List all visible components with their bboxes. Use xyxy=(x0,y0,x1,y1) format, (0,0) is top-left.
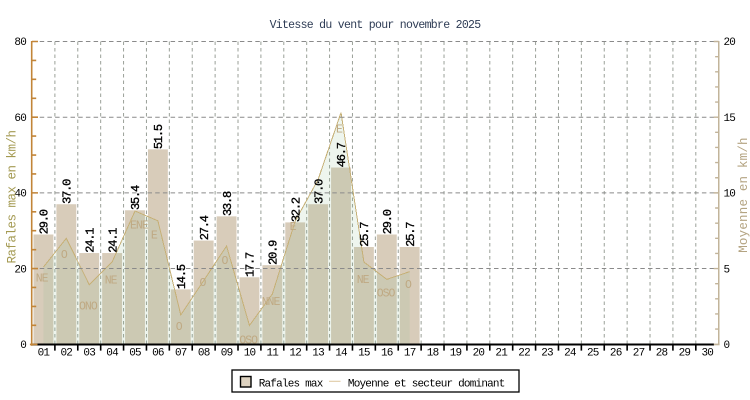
svg-text:23: 23 xyxy=(541,347,553,359)
svg-text:60: 60 xyxy=(14,113,26,125)
svg-text:40: 40 xyxy=(14,189,26,201)
svg-text:22: 22 xyxy=(518,347,530,359)
svg-text:05: 05 xyxy=(129,347,141,359)
svg-text:26: 26 xyxy=(610,347,622,359)
svg-text:ONO: ONO xyxy=(79,301,98,314)
svg-text:NE: NE xyxy=(357,274,370,287)
svg-text:27: 27 xyxy=(633,347,645,359)
svg-text:37.0: 37.0 xyxy=(312,179,326,204)
svg-text:14.5: 14.5 xyxy=(175,264,189,289)
svg-text:Vitesse du vent pour novembre: Vitesse du vent pour novembre 2025 xyxy=(270,19,482,32)
svg-text:OSO: OSO xyxy=(377,287,396,300)
svg-text:17: 17 xyxy=(404,347,416,359)
svg-text:O: O xyxy=(200,277,207,290)
svg-text:12: 12 xyxy=(289,347,301,359)
svg-text:10: 10 xyxy=(244,347,256,359)
svg-text:E: E xyxy=(336,123,343,136)
svg-text:14: 14 xyxy=(335,347,348,359)
svg-text:29.0: 29.0 xyxy=(38,209,52,234)
svg-text:Moyenne en km/h: Moyenne en km/h xyxy=(737,137,750,253)
svg-text:Rafales max en km/h: Rafales max en km/h xyxy=(6,130,20,263)
svg-text:04: 04 xyxy=(106,347,119,359)
svg-text:25.7: 25.7 xyxy=(404,222,418,247)
svg-text:20: 20 xyxy=(14,264,26,276)
svg-text:5: 5 xyxy=(724,264,730,276)
svg-text:OSO: OSO xyxy=(239,335,258,348)
svg-text:O: O xyxy=(221,255,228,268)
svg-text:16: 16 xyxy=(381,347,393,359)
svg-text:Moyenne et secteur dominant: Moyenne et secteur dominant xyxy=(348,378,505,390)
svg-text:20.9: 20.9 xyxy=(267,240,281,265)
svg-text:NNE: NNE xyxy=(262,296,281,309)
svg-text:29: 29 xyxy=(679,347,691,359)
svg-text:NE: NE xyxy=(36,273,49,286)
svg-text:28: 28 xyxy=(656,347,668,359)
svg-text:27.4: 27.4 xyxy=(198,215,212,240)
svg-text:24: 24 xyxy=(564,347,577,359)
svg-text:15: 15 xyxy=(358,347,370,359)
svg-text:O: O xyxy=(61,249,68,262)
svg-text:02: 02 xyxy=(60,347,72,359)
svg-text:E: E xyxy=(151,230,158,243)
svg-text:46.7: 46.7 xyxy=(335,142,349,167)
svg-text:25.7: 25.7 xyxy=(358,222,372,247)
svg-text:19: 19 xyxy=(450,347,462,359)
svg-text:21: 21 xyxy=(495,347,508,359)
svg-text:30: 30 xyxy=(701,347,713,359)
svg-text:35.4: 35.4 xyxy=(129,185,143,210)
svg-text:ENE: ENE xyxy=(130,220,149,233)
svg-text:24.1: 24.1 xyxy=(106,228,120,253)
svg-text:07: 07 xyxy=(175,347,187,359)
svg-text:17.7: 17.7 xyxy=(244,252,258,277)
svg-text:Rafales max: Rafales max xyxy=(259,378,324,390)
svg-text:29.0: 29.0 xyxy=(381,209,395,234)
svg-text:03: 03 xyxy=(83,347,95,359)
svg-text:25: 25 xyxy=(587,347,599,359)
svg-text:32.2: 32.2 xyxy=(289,197,303,222)
svg-text:0: 0 xyxy=(20,340,26,352)
svg-text:51.5: 51.5 xyxy=(152,124,166,149)
svg-text:E: E xyxy=(290,221,297,234)
svg-text:06: 06 xyxy=(152,347,164,359)
svg-text:08: 08 xyxy=(198,347,210,359)
svg-text:11: 11 xyxy=(266,347,279,359)
svg-text:18: 18 xyxy=(427,347,439,359)
svg-text:O: O xyxy=(405,279,412,292)
svg-text:10: 10 xyxy=(724,189,736,201)
svg-text:NE: NE xyxy=(105,275,118,288)
svg-text:37.0: 37.0 xyxy=(61,179,75,204)
svg-text:0: 0 xyxy=(724,340,730,352)
svg-text:01: 01 xyxy=(38,347,51,359)
svg-text:24.1: 24.1 xyxy=(83,228,97,253)
svg-text:80: 80 xyxy=(14,37,26,49)
svg-text:20: 20 xyxy=(724,37,736,49)
svg-text:O: O xyxy=(176,321,183,334)
svg-text:13: 13 xyxy=(312,347,324,359)
svg-text:09: 09 xyxy=(221,347,233,359)
svg-text:33.8: 33.8 xyxy=(221,191,235,216)
svg-text:20: 20 xyxy=(473,347,485,359)
svg-text:15: 15 xyxy=(724,113,736,125)
